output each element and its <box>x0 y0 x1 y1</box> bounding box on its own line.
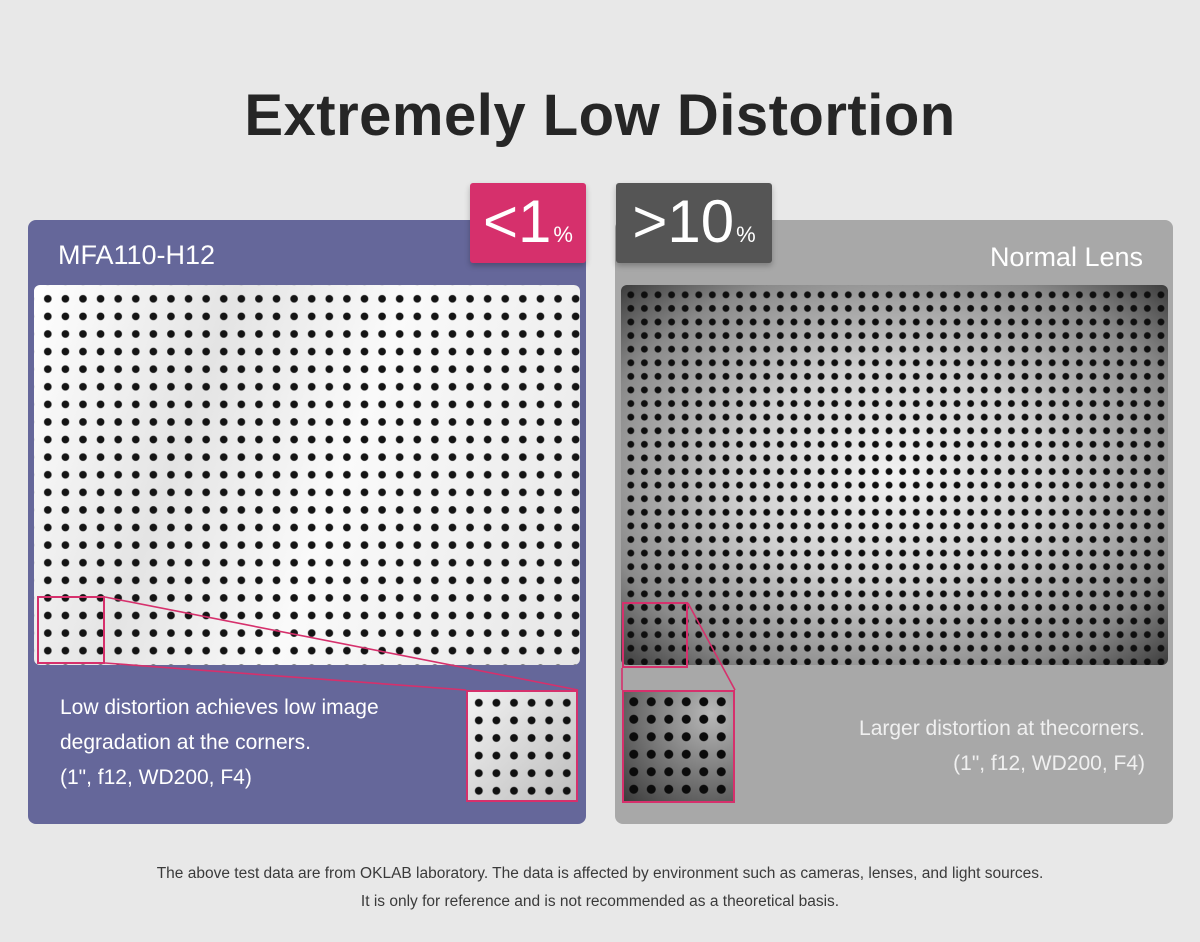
footer-line: It is only for reference and is not reco… <box>360 893 840 910</box>
left-description-line: Low distortion achieves low image <box>60 696 379 719</box>
left-description-conditions: (1", f12, WD200, F4) <box>60 766 252 789</box>
footer-line: The above test data are from OKLAB labor… <box>156 865 1044 882</box>
high-distortion-badge: >10 % <box>616 183 772 263</box>
high-distortion-dot-grid-image <box>621 285 1168 665</box>
low-distortion-value: <1 <box>483 188 552 255</box>
footer-disclaimer: The above test data are from OKLAB labor… <box>0 860 1200 916</box>
right-corner-magnified <box>622 690 735 803</box>
normal-lens-name: Normal Lens <box>989 242 1143 272</box>
right-description-line: Larger distortion at thecorners. <box>859 717 1145 740</box>
high-distortion-unit: % <box>736 222 756 247</box>
left-corner-magnified <box>466 690 578 802</box>
left-description-line: degradation at the corners. <box>60 731 311 754</box>
left-description: Low distortion achieves low image degrad… <box>60 690 460 795</box>
high-distortion-value: >10 <box>632 188 735 255</box>
low-distortion-dot-grid-image <box>34 285 580 665</box>
mfa110-lens-name: MFA110-H12 <box>58 240 216 270</box>
page-title: Extremely Low Distortion <box>244 83 956 148</box>
right-description-conditions: (1", f12, WD200, F4) <box>953 752 1145 775</box>
low-distortion-unit: % <box>553 222 573 247</box>
right-description: Larger distortion at thecorners. (1", f1… <box>745 711 1145 781</box>
right-corner-highlight <box>622 602 688 668</box>
low-distortion-badge: <1 % <box>470 183 586 263</box>
left-corner-highlight <box>37 596 105 664</box>
